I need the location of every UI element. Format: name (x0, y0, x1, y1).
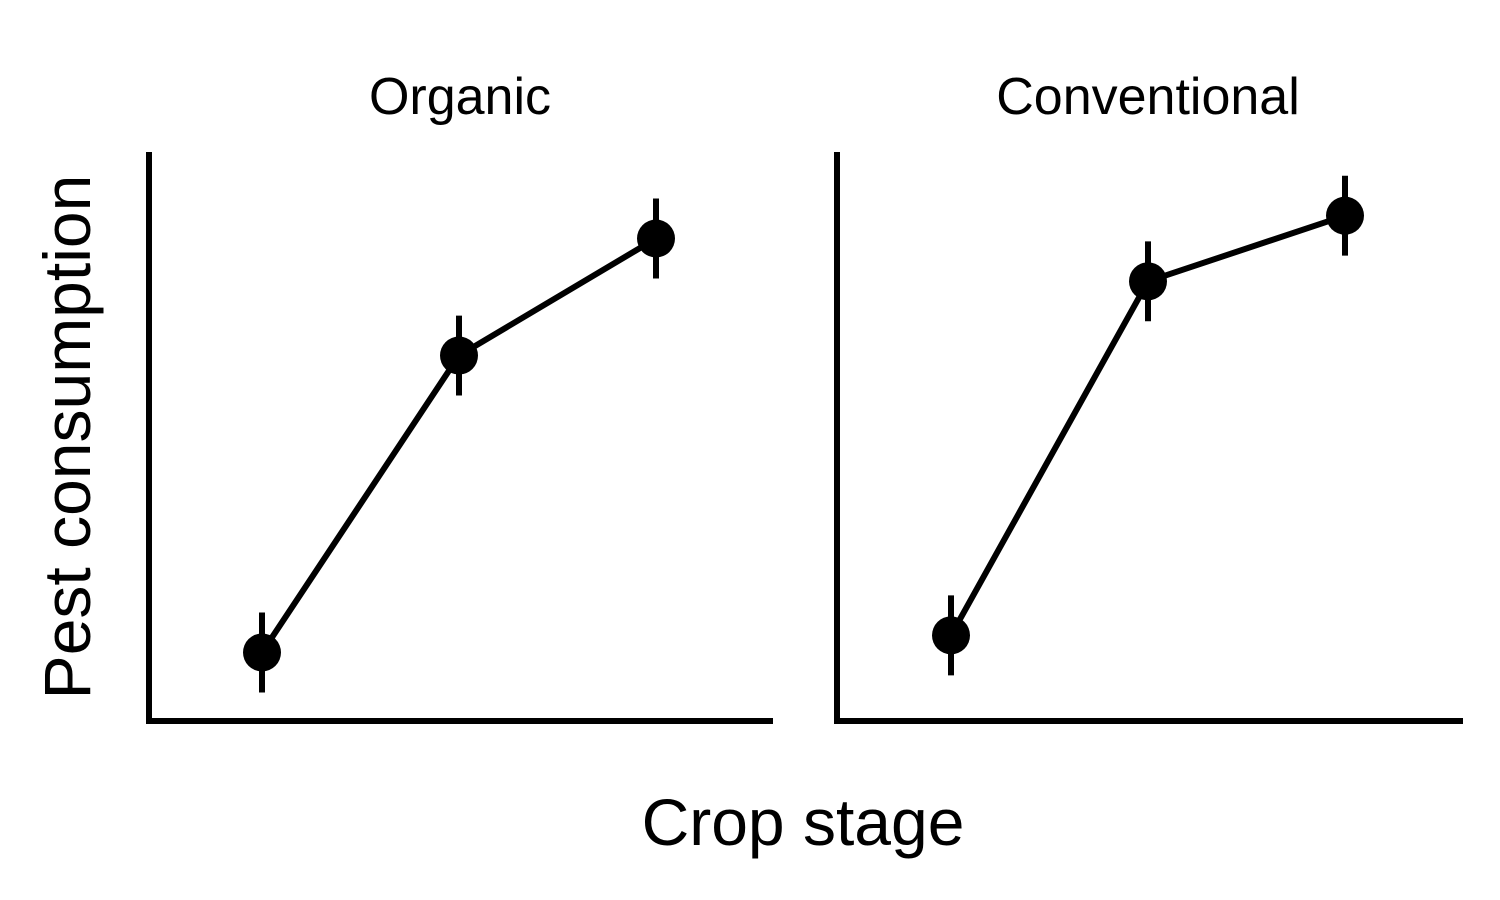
x-axis-label: Crop stage (642, 785, 965, 859)
panel-conventional: Conventional (834, 68, 1463, 724)
panel-organic: Organic (146, 68, 773, 724)
series-organic (243, 198, 675, 693)
data-point-conventional-3 (1326, 196, 1364, 235)
series-line-organic (259, 235, 658, 655)
y-axis-label: Pest consumption (30, 175, 104, 700)
panel-title-conventional: Conventional (996, 68, 1300, 126)
data-point-organic-1 (243, 633, 281, 672)
data-point-conventional-2 (1129, 262, 1167, 301)
data-point-organic-2 (440, 336, 478, 375)
data-point-conventional-1 (932, 616, 970, 655)
data-point-organic-3 (637, 219, 675, 258)
series-conventional (932, 175, 1364, 676)
panel-title-organic: Organic (369, 68, 551, 126)
